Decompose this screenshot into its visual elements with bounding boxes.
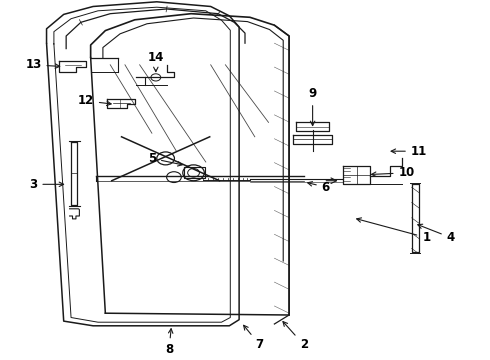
Text: 11: 11: [391, 145, 427, 158]
Text: 8: 8: [165, 329, 173, 356]
Text: 13: 13: [25, 58, 60, 71]
Text: 1: 1: [357, 218, 430, 244]
Text: 6: 6: [308, 181, 330, 194]
Text: 9: 9: [309, 87, 317, 126]
Text: 2: 2: [283, 321, 308, 351]
Text: 3: 3: [29, 178, 64, 191]
Text: 14: 14: [147, 51, 164, 72]
Text: 4: 4: [418, 224, 455, 244]
Text: 12: 12: [77, 94, 111, 107]
Text: 5: 5: [148, 152, 182, 166]
Text: 10: 10: [371, 166, 415, 179]
Text: 7: 7: [244, 325, 264, 351]
